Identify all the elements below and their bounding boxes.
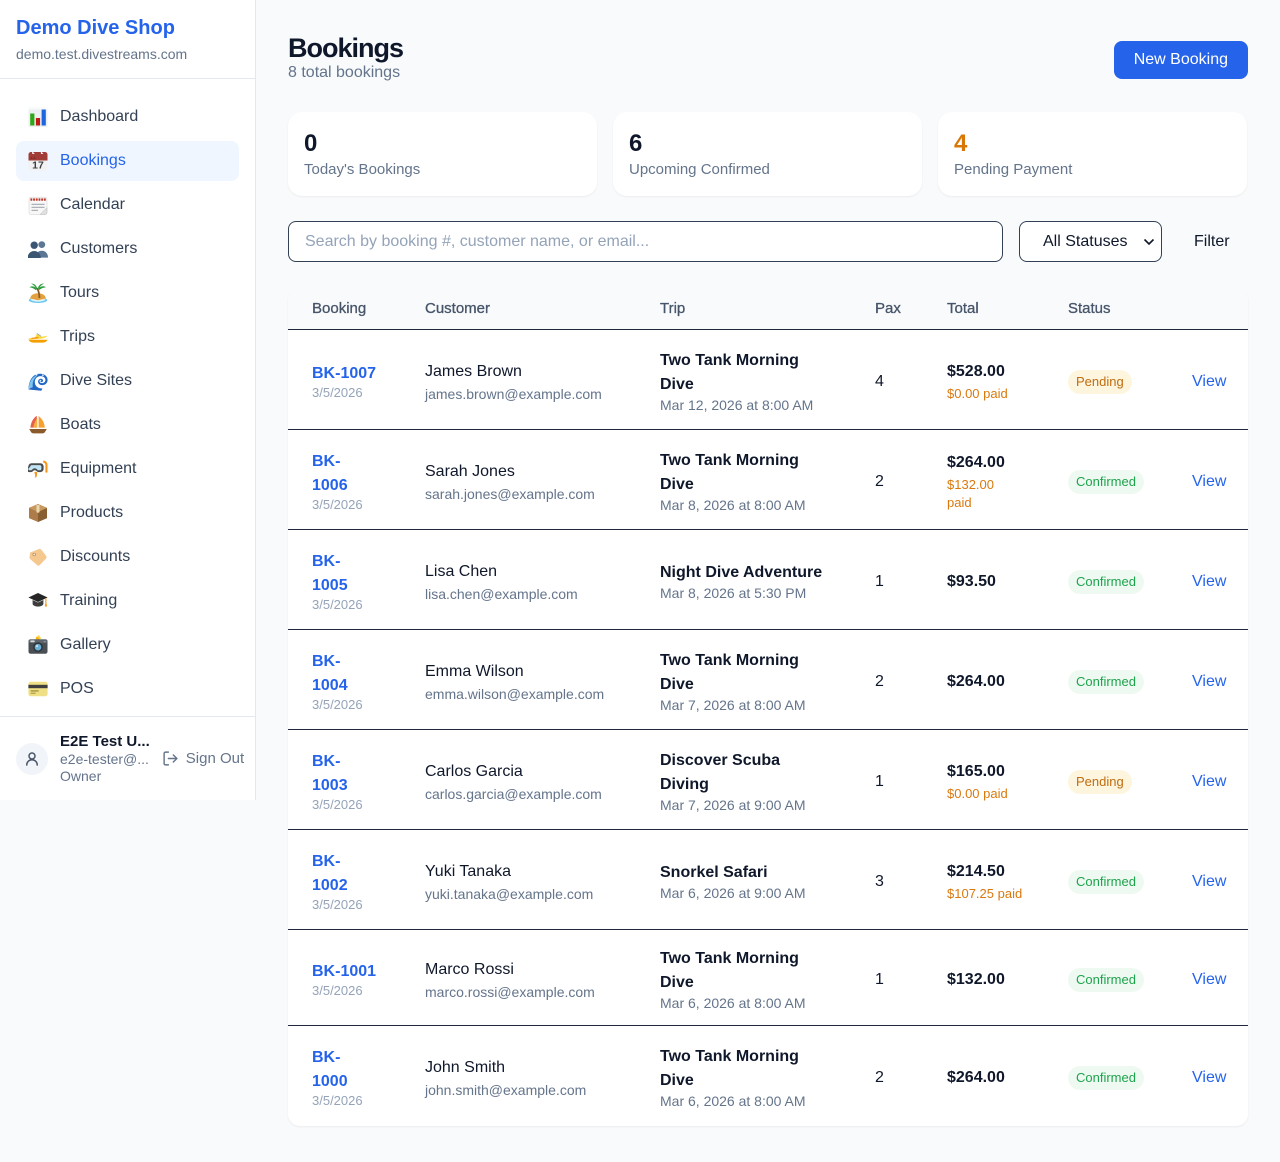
svg-text:17: 17 [32, 159, 44, 171]
